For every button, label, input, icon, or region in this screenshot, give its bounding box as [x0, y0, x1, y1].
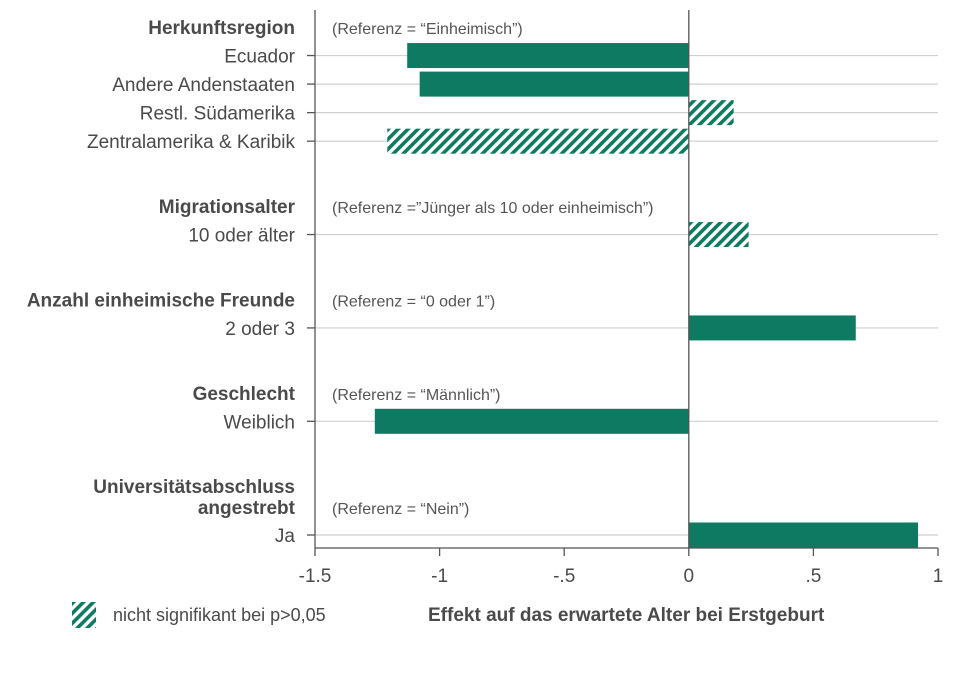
- category-label: 10 oder älter: [188, 226, 295, 247]
- legend-label: nicht signifikant bei p>0,05: [113, 605, 326, 625]
- bar: [688, 315, 856, 341]
- x-tick-label: .5: [805, 566, 821, 587]
- label-layer: -1.5 -1 -.5 0 .5 1 Herkunftsregion (Referenz = …: [27, 18, 943, 587]
- category-label: Restl. Südamerika: [140, 104, 296, 125]
- x-tick-label: -1.5: [299, 566, 332, 587]
- bar: [688, 100, 734, 126]
- group-title: angestrebt: [198, 498, 296, 519]
- reference-note: (Referenz = “Männlich”): [332, 387, 501, 404]
- reference-note: (Referenz = “0 oder 1”): [332, 293, 495, 310]
- legend-hatch-swatch: [72, 602, 96, 628]
- bar-layer: [374, 43, 919, 548]
- bar: [688, 522, 919, 548]
- category-label: Ecuador: [224, 47, 295, 68]
- category-label: Weiblich: [224, 412, 295, 433]
- x-tick-label: 0: [684, 566, 695, 587]
- reference-note: (Referenz = “Einheimisch”): [332, 21, 523, 38]
- x-tick-label: -1: [431, 566, 448, 587]
- x-tick-label: 1: [933, 566, 944, 587]
- group-title: Anzahl einheimische Freunde: [27, 290, 295, 311]
- x-tick-label: -.5: [553, 566, 575, 587]
- category-label: 2 oder 3: [225, 319, 295, 340]
- bar: [688, 222, 749, 248]
- bar: [374, 408, 689, 434]
- reference-note: (Referenz = “Nein”): [332, 501, 469, 518]
- category-label: Zentralamerika & Karibik: [87, 132, 296, 153]
- group-title: Migrationsalter: [159, 197, 296, 218]
- bar: [407, 43, 689, 69]
- legend: nicht signifikant bei p>0,05: [72, 602, 326, 628]
- bar: [419, 71, 689, 97]
- group-title: Herkunftsregion: [148, 18, 295, 39]
- bar: [387, 128, 689, 154]
- category-label: Andere Andenstaaten: [112, 75, 295, 96]
- reference-note: (Referenz =”Jünger als 10 oder einheimis…: [332, 200, 653, 217]
- x-axis-title: Effekt auf das erwartete Alter bei Erstg…: [428, 605, 825, 626]
- group-title: Universitätsabschluss: [93, 477, 295, 498]
- group-title: Geschlecht: [193, 384, 296, 405]
- axis-layer: [307, 10, 939, 556]
- category-label: Ja: [275, 526, 296, 547]
